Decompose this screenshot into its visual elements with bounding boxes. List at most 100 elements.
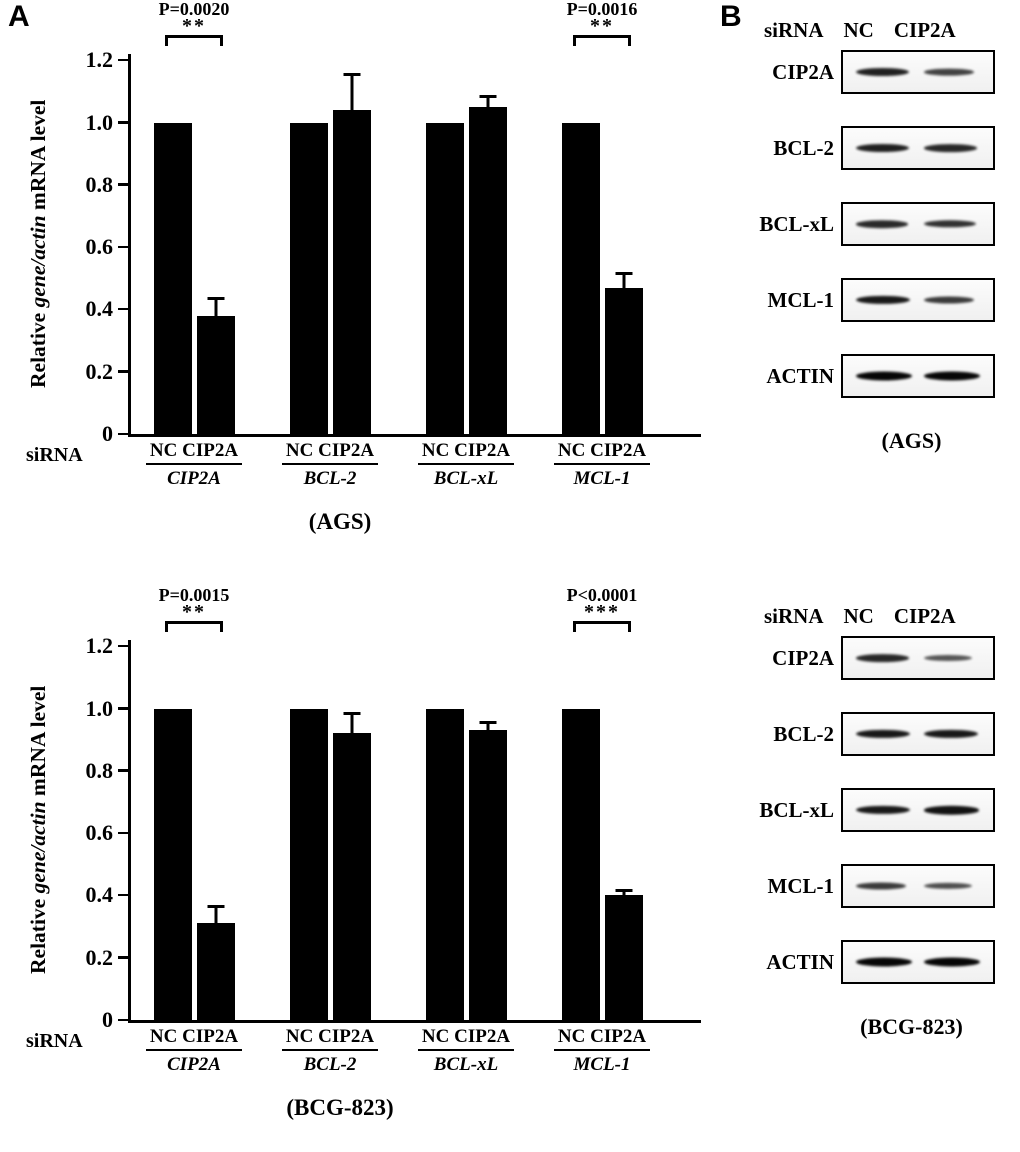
y-tick-label: 0	[102, 1007, 113, 1032]
x-axis-labels: NC CIP2A CIP2A NC CIP2A BCL-2 NC CIP2A BCL-xL…	[131, 440, 706, 490]
y-axis-label-post: mRNA level	[26, 685, 50, 802]
protein-label: CIP2A	[772, 645, 834, 670]
error-bar	[343, 711, 360, 734]
y-tick-label: 0	[102, 421, 113, 446]
error-bar-stem	[350, 75, 353, 111]
lane-label-cip2a: CIP2A	[893, 604, 956, 628]
protein-band	[924, 805, 979, 815]
bar-nc	[561, 122, 600, 434]
error-bar	[207, 297, 224, 316]
protein-band	[856, 371, 912, 381]
panel-b-label: B	[720, 0, 742, 33]
bar-group-mcl-1: P=0.0016 **	[554, 0, 650, 434]
lane-label-nc: NC	[843, 604, 874, 628]
significance-annotation: P<0.0001 ***	[537, 585, 667, 632]
blot-row-cip2a: CIP2A	[752, 636, 1012, 680]
sirna-header-label: siRNA	[764, 18, 824, 42]
x-group-mcl-1: NC CIP2A MCL-1	[554, 440, 650, 490]
protein-band	[924, 882, 973, 890]
x-group-cip2a: NC CIP2A CIP2A	[146, 1026, 242, 1076]
bar-group-bcl-xl	[418, 640, 514, 1020]
blot-row-bcl-2: BCL-2	[752, 126, 1012, 170]
y-tick-label: 0.4	[85, 882, 114, 908]
plot-area: 0 0.2 0.4 0.6 0.8 1.0 1.2 P=0.0020 ** P=0.0016 **	[86, 0, 701, 446]
error-bar-stem	[350, 714, 353, 734]
bar-cip2a	[332, 711, 371, 1020]
error-bar-stem	[214, 907, 217, 924]
y-axis-label-italic: gene/actin	[26, 215, 50, 308]
blot-row-actin: ACTIN	[752, 354, 1012, 398]
error-bar	[207, 904, 224, 924]
significance-bracket	[573, 35, 631, 46]
bar-group-cip2a: P=0.0015 **	[146, 585, 242, 1020]
sirna-lane-labels: NC CIP2A	[146, 1026, 242, 1051]
protein-band	[856, 882, 907, 890]
y-axis-label-pre: Relative	[26, 893, 50, 975]
y-tick-label: 1.2	[85, 47, 114, 73]
sirna-lane-labels: NC CIP2A	[282, 1026, 378, 1051]
blot-box	[841, 788, 995, 832]
p-value: P=0.0016	[566, 0, 638, 19]
gene-name: CIP2A	[167, 1054, 221, 1075]
protein-band	[856, 295, 910, 305]
protein-label: BCL-2	[773, 135, 834, 160]
blot-box	[841, 50, 995, 94]
blot-row-mcl-1: MCL-1	[752, 278, 1012, 322]
x-group-cip2a: NC CIP2A CIP2A	[146, 440, 242, 490]
x-group-bcl-2: NC CIP2A BCL-2	[282, 440, 378, 490]
sirna-lane-labels: NC CIP2A	[418, 1026, 514, 1051]
protein-band	[856, 68, 910, 76]
y-tick-label: 0.2	[85, 944, 114, 970]
gene-name: CIP2A	[167, 468, 221, 489]
sirna-header-label: siRNA	[764, 604, 824, 628]
blot-header: siRNA NC CIP2A	[764, 604, 1012, 628]
y-tick-label: 0.6	[85, 234, 114, 260]
y-tick-label: 0.6	[85, 820, 114, 846]
bar-cip2a	[468, 721, 507, 1020]
bar-nc	[153, 122, 192, 434]
blot-box	[841, 202, 995, 246]
y-tick	[118, 769, 131, 772]
protein-band	[924, 144, 977, 152]
protein-label: BCL-2	[773, 721, 834, 746]
significance-stars: **	[182, 601, 206, 623]
lane-label-cip2a: CIP2A	[893, 18, 956, 42]
protein-band	[924, 68, 974, 76]
x-axis-labels: NC CIP2A CIP2A NC CIP2A BCL-2 NC CIP2A BCL-xL…	[131, 1026, 706, 1076]
blot-box	[841, 278, 995, 322]
bar-group-bcl-2	[282, 640, 378, 1020]
bar-group-bcl-2	[282, 54, 378, 434]
y-tick-label: 0.2	[85, 358, 114, 384]
bar-group-cip2a: P=0.0020 **	[146, 0, 242, 434]
protein-label: CIP2A	[772, 59, 834, 84]
blot-box	[841, 712, 995, 756]
sirna-lane-labels: NC CIP2A	[554, 440, 650, 465]
significance-stars: **	[590, 15, 614, 37]
significance-annotation: P=0.0015 **	[129, 585, 259, 632]
y-tick-label: 0.8	[85, 757, 114, 783]
y-tick-label: 0.4	[85, 296, 114, 322]
significance-annotation: P=0.0016 **	[537, 0, 667, 46]
y-axis-label-post: mRNA level	[26, 99, 50, 216]
gene-name: MCL-1	[573, 468, 631, 489]
blot-caption-bcg823: (BCG-823)	[860, 1014, 963, 1039]
bar-nc	[561, 708, 600, 1020]
y-tick	[118, 956, 131, 959]
bar-nc	[153, 708, 192, 1020]
protein-band	[924, 371, 980, 381]
chart-title-ags: (AGS)	[308, 509, 372, 534]
error-bar-stem	[622, 275, 625, 288]
error-bar	[615, 272, 632, 288]
y-axis-label: Relative gene/actin mRNA level	[26, 634, 51, 1026]
bar-group-bcl-xl	[418, 54, 514, 434]
p-value: P<0.0001	[566, 585, 638, 605]
x-group-mcl-1: NC CIP2A MCL-1	[554, 1026, 650, 1076]
blot-rows: CIP2A BCL-2 BCL-xL MCL-1 ACTIN	[752, 636, 1012, 984]
blot-box	[841, 940, 995, 984]
bar-cip2a	[604, 272, 643, 434]
protein-band	[924, 220, 976, 228]
gene-name: BCL-2	[303, 468, 357, 489]
significance-stars: ***	[584, 601, 620, 623]
blot-row-bcl-xl: BCL-xL	[752, 202, 1012, 246]
